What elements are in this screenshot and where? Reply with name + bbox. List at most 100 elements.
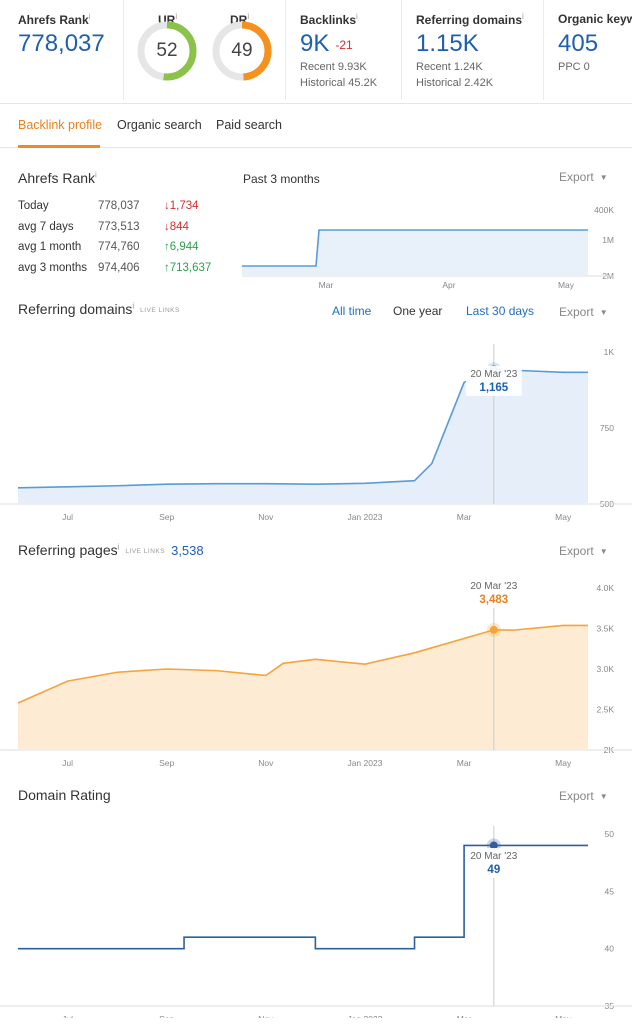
metric-ahrefs-rank[interactable]: Ahrefs Ranki 778,037 [0, 0, 124, 100]
tooltip-date: 20 Mar '23 [470, 369, 517, 380]
metrics-bar: Ahrefs Ranki 778,037 URi 52 DRi 49 Backl… [0, 0, 632, 104]
ahrefs-rank-export-button[interactable]: Export ▼ [559, 170, 608, 184]
series-line [17, 624, 588, 704]
dr-value: 49 [231, 40, 253, 61]
row-value: 773,513 [98, 220, 140, 233]
x-tick-label: Nov [258, 758, 274, 768]
x-tick-label: Mar [457, 1014, 472, 1018]
x-tick-label: Jul [62, 512, 73, 522]
table-row: Today 778,037 ↓1,734 [18, 200, 228, 221]
chevron-down-icon: ▼ [599, 792, 608, 802]
x-tick-label: Jan 2023 [347, 512, 382, 522]
x-tick-label: May [555, 1014, 572, 1018]
row-delta: ↑713,637 [164, 261, 212, 274]
row-label: avg 1 month [18, 241, 82, 253]
x-tick-label: May [558, 280, 575, 290]
tooltip-value: 1,165 [479, 382, 508, 394]
series-line [242, 229, 588, 267]
metric-backlinks[interactable]: Backlinksi 9K -21 Recent 9.93K Historical… [286, 0, 402, 100]
referring-domains-export-button[interactable]: Export ▼ [559, 305, 608, 319]
backlinks-delta: -21 [335, 37, 353, 52]
metric-ur-dr: URi 52 DRi 49 [124, 0, 286, 100]
y-tick-label: 750 [600, 423, 614, 433]
y-tick-label: 400K [594, 205, 614, 215]
referring-pages-chart[interactable]: Jul Sep Nov Jan 2023 Mar May 4.0K 3.5K 3.0K 2.5K 2… [0, 572, 632, 770]
row-label: avg 7 days [18, 220, 74, 233]
x-tick-label: Nov [258, 512, 274, 522]
tooltip-box [465, 848, 522, 878]
x-tick-label: Jul [62, 1014, 73, 1018]
x-tick-label: Mar [457, 512, 472, 522]
row-delta: ↑6,944 [164, 241, 199, 253]
referring-domains-title: Referring domainsi LIVE LINKS [18, 301, 180, 317]
chevron-down-icon: ▼ [599, 308, 608, 318]
chevron-down-icon: ▼ [599, 173, 608, 183]
ahrefs-rank-period: Past 3 months [243, 172, 320, 186]
y-tick-label: 50 [605, 829, 615, 839]
dr-gauge[interactable]: 49 [211, 20, 273, 82]
tooltip-box [465, 366, 522, 396]
metric-value: 1.15K [416, 30, 479, 57]
tooltip-date: 20 Mar '23 [470, 851, 517, 862]
x-tick-label: Mar [457, 758, 472, 768]
y-tick-label: 1K [604, 347, 615, 357]
metric-organic-keywords[interactable]: Organic keyw 405 PPC 0 [544, 0, 632, 100]
tab-bar: Backlink profile Organic search Paid sea… [0, 104, 632, 148]
series-area [242, 230, 588, 276]
x-tick-label: May [555, 758, 572, 768]
x-tick-label: Jul [62, 758, 73, 768]
table-row: avg 7 days 773,513 ↓844 [18, 221, 228, 242]
chevron-down-icon: ▼ [599, 547, 608, 557]
x-tick-label: Sep [159, 758, 174, 768]
ur-gauge[interactable]: 52 [136, 20, 198, 82]
tab-paid-search[interactable]: Paid search [216, 118, 283, 132]
x-tick-label: Nov [258, 1014, 274, 1018]
metric-value: 405 [558, 30, 599, 57]
referring-pages-export-button[interactable]: Export ▼ [559, 544, 608, 558]
series-area [18, 369, 588, 504]
metric-label: Backlinksi [300, 12, 358, 27]
dr-gauge-svg [212, 21, 272, 81]
range-one-year[interactable]: One year [393, 304, 443, 318]
y-tick-label: 3.0K [597, 664, 615, 674]
ppc-value: PPC 0 [558, 61, 590, 73]
x-tick-label: May [555, 512, 572, 522]
tab-organic-search[interactable]: Organic search [117, 118, 202, 132]
tooltip-box [465, 578, 522, 608]
referring-pages-count: 3,538 [171, 543, 204, 558]
ahrefs-rank-table: Today 778,037 ↓1,734 avg 7 days 773,513 … [18, 200, 228, 282]
metric-label: Referring domainsi [416, 12, 524, 27]
tab-backlink-profile[interactable]: Backlink profile [18, 118, 103, 132]
series-area [18, 625, 588, 750]
x-tick-label: Mar [319, 280, 334, 290]
range-last-30-days[interactable]: Last 30 days [466, 304, 535, 318]
ur-gauge-svg [137, 21, 197, 81]
tooltip-date: 20 Mar '23 [470, 581, 517, 592]
backlinks-historical: Historical 45.2K [300, 77, 378, 89]
row-label: Today [18, 200, 49, 212]
y-tick-label: 40 [605, 944, 615, 954]
row-delta: ↓844 [164, 220, 189, 233]
highlight-point [489, 841, 498, 850]
y-tick-label: 45 [605, 886, 615, 896]
metric-label: Organic keyw [558, 12, 632, 26]
metric-value: 9K -21 [300, 30, 353, 57]
metric-label: Ahrefs Ranki [18, 12, 91, 27]
tooltip-value: 49 [487, 864, 500, 876]
metric-referring-domains[interactable]: Referring domainsi 1.15K Recent 1.24K Hi… [402, 0, 544, 100]
range-all-time[interactable]: All time [332, 304, 372, 318]
metric-value: 778,037 [18, 30, 105, 57]
x-tick-label: Sep [159, 512, 174, 522]
referring-pages-title: Referring pagesi LIVE LINKS 3,538 [18, 542, 204, 558]
y-tick-label: 4.0K [597, 583, 615, 593]
backlinks-recent: Recent 9.93K [300, 61, 367, 73]
x-tick-label: Jan 2023 [347, 1014, 382, 1018]
series-line [18, 844, 588, 950]
row-value: 774,760 [98, 241, 140, 253]
ur-value: 52 [156, 40, 178, 61]
domain-rating-export-button[interactable]: Export ▼ [559, 789, 608, 803]
table-row: avg 3 months 974,406 ↑713,637 [18, 262, 228, 283]
